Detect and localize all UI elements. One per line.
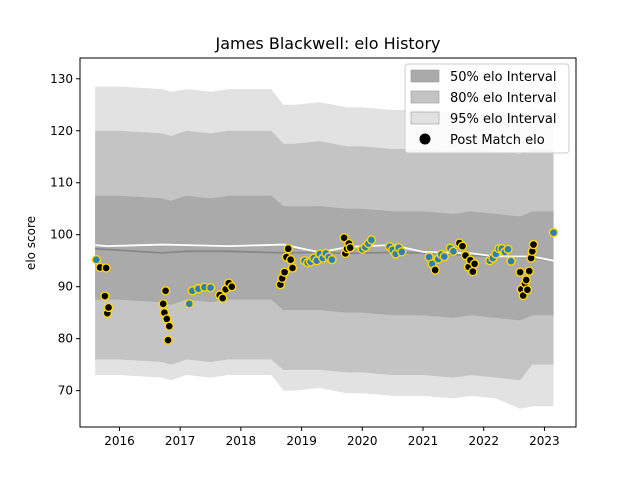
data-point — [521, 275, 531, 285]
legend: 50% elo Interval 80% elo Interval 95% elo … — [404, 63, 570, 154]
data-point — [100, 291, 110, 301]
y-tick-label: 100 — [50, 228, 73, 242]
y-tick-label: 90 — [58, 280, 73, 294]
y-tick-label: 80 — [58, 332, 73, 346]
data-point — [457, 241, 468, 251]
data-point — [506, 256, 516, 266]
data-point — [217, 293, 228, 303]
x-tick-label: 2019 — [286, 434, 317, 448]
chart-title: James Blackwell: elo History — [214, 34, 440, 53]
data-point — [469, 259, 480, 269]
data-point — [397, 247, 407, 257]
data-point — [205, 283, 216, 293]
y-tick-label: 70 — [58, 384, 73, 398]
legend-label: Post Match elo — [450, 133, 545, 148]
x-tick-label: 2020 — [347, 434, 378, 448]
data-point — [448, 246, 459, 257]
plot-content — [91, 86, 559, 409]
data-point — [279, 267, 290, 277]
data-point — [439, 251, 449, 262]
legend-label: 95% elo Interval — [450, 112, 557, 127]
x-tick-label: 2017 — [165, 434, 196, 448]
y-axis-label: elo score — [24, 216, 38, 270]
x-tick-label: 2018 — [226, 434, 257, 448]
y-tick-label: 130 — [50, 72, 73, 86]
data-point — [103, 302, 114, 313]
data-point — [524, 266, 534, 276]
legend-swatch — [410, 111, 440, 125]
x-tick-label: 2023 — [529, 434, 560, 448]
legend-label: 80% elo Interval — [450, 91, 557, 106]
axes-frame — [79, 57, 577, 428]
data-point — [515, 267, 525, 277]
legend-swatch — [410, 90, 440, 104]
data-point — [163, 335, 173, 345]
y-tick-label: 110 — [50, 176, 73, 190]
data-point — [503, 244, 513, 254]
legend-box — [404, 63, 570, 154]
legend-swatch — [410, 69, 440, 83]
data-point — [184, 299, 194, 309]
legend-marker — [419, 133, 431, 145]
legend-label: 50% elo Interval — [450, 70, 557, 85]
data-point — [283, 244, 293, 254]
y-tick-label: 120 — [50, 124, 73, 138]
data-point — [345, 242, 355, 253]
data-point — [101, 263, 111, 273]
data-point — [522, 285, 533, 295]
plot-area — [91, 86, 559, 409]
data-point — [287, 263, 298, 273]
data-point — [160, 286, 171, 296]
x-tick-label: 2021 — [408, 434, 439, 448]
data-point — [91, 254, 102, 265]
data-point — [285, 254, 296, 265]
data-point — [468, 266, 478, 277]
data-point — [327, 254, 337, 265]
data-point — [528, 239, 539, 250]
x-tick-label: 2022 — [468, 434, 499, 448]
data-point — [548, 227, 559, 238]
x-tick-label: 2016 — [104, 434, 135, 448]
data-point — [430, 265, 440, 275]
data-point — [366, 235, 377, 245]
data-point — [227, 281, 237, 292]
data-point — [164, 321, 174, 331]
axes: 2016 2017 2018 2019 2020 2021 2022 2023 70 80 90 10… — [50, 57, 577, 448]
data-point — [158, 299, 168, 309]
